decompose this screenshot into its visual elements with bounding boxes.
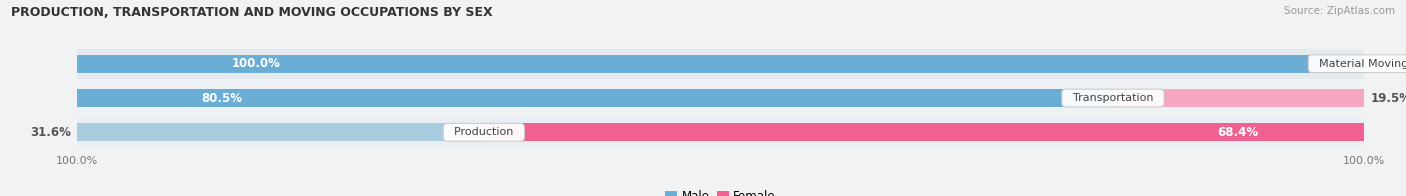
Text: Transportation: Transportation <box>1066 93 1160 103</box>
Text: Material Moving: Material Moving <box>1312 59 1406 69</box>
Bar <box>77 49 1364 79</box>
Legend: Male, Female: Male, Female <box>661 185 780 196</box>
Bar <box>77 123 484 141</box>
Bar <box>1114 89 1364 107</box>
Text: 100.0%: 100.0% <box>232 57 281 70</box>
Bar <box>77 83 1364 113</box>
Text: 19.5%: 19.5% <box>1371 92 1406 104</box>
Text: 31.6%: 31.6% <box>30 126 70 139</box>
Text: Production: Production <box>447 127 520 137</box>
Text: Source: ZipAtlas.com: Source: ZipAtlas.com <box>1284 6 1395 16</box>
Text: 0.0%: 0.0% <box>1384 57 1406 70</box>
Bar <box>484 123 1364 141</box>
Text: 80.5%: 80.5% <box>201 92 243 104</box>
Bar <box>77 117 1364 147</box>
Bar <box>77 55 1364 73</box>
Text: 68.4%: 68.4% <box>1218 126 1258 139</box>
Text: PRODUCTION, TRANSPORTATION AND MOVING OCCUPATIONS BY SEX: PRODUCTION, TRANSPORTATION AND MOVING OC… <box>11 6 494 19</box>
Bar <box>77 89 1114 107</box>
